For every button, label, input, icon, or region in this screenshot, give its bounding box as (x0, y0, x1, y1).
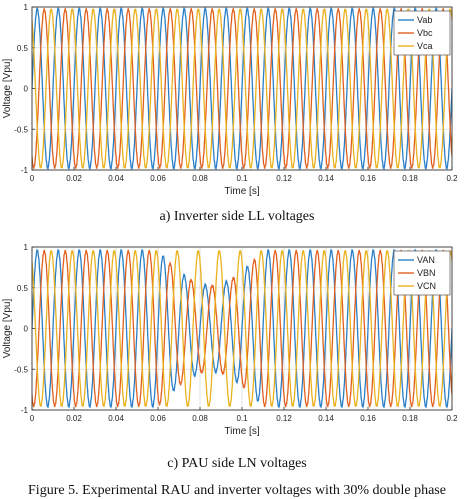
series-line-vab (32, 7, 452, 170)
x-tick-label: 0.2 (446, 414, 458, 423)
x-tick-label: 0.08 (192, 414, 208, 423)
y-tick-label: -0.5 (14, 125, 28, 134)
y-tick-label: -1 (21, 166, 29, 175)
series-line-van (32, 248, 452, 409)
x-tick-label: 0.08 (192, 174, 208, 183)
x-tick-label: 0.18 (402, 174, 418, 183)
y-tick-label: -1 (21, 406, 29, 415)
x-tick-label: 0.06 (150, 414, 166, 423)
x-tick-label: 0.04 (108, 414, 124, 423)
x-tick-label: 0.02 (66, 414, 82, 423)
subfigure-caption-c: c) PAU side LN voltages (167, 456, 307, 471)
x-tick-label: 0.14 (318, 174, 334, 183)
x-axis-label: Time [s] (224, 186, 259, 196)
y-tick-label: -0.5 (14, 365, 28, 374)
series-line-vbc (32, 8, 452, 169)
x-tick-label: 0.14 (318, 414, 334, 423)
x-tick-label: 0.12 (276, 174, 292, 183)
series-line-vcn (32, 250, 452, 407)
figure-caption: Figure 5. Experimental RAU and inverter … (28, 483, 446, 498)
axes-frame (31, 246, 453, 411)
y-tick-label: 1 (24, 243, 29, 252)
legend: Vab Vbc Vca (393, 10, 451, 56)
x-tick-label: 0.02 (66, 174, 82, 183)
y-tick-label: 0.5 (17, 44, 29, 53)
legend-entry: Vbc (417, 28, 433, 38)
legend-entry: VAN (417, 255, 435, 265)
y-tick-label: 0 (24, 85, 29, 94)
legend-entry: VBN (417, 268, 436, 278)
y-axis-label: Voltage [Vpu] (2, 59, 13, 119)
x-tick-label: 0.06 (150, 174, 166, 183)
x-axis-label: Time [s] (224, 426, 259, 436)
y-tick-label: 0 (24, 325, 29, 334)
x-tick-label: 0.1 (236, 414, 248, 423)
legend-entry: Vab (417, 15, 432, 25)
x-tick-label: 0 (30, 174, 35, 183)
x-tick-label: 0 (30, 414, 35, 423)
series-line-vbn (32, 249, 452, 408)
x-tick-label: 0.1 (236, 174, 248, 183)
legend-entry: Vca (417, 41, 433, 51)
chart-inverter-ll-voltages: 0 0.02 0.04 0.06 0.08 0.1 0.12 0.14 0.16 0.18 0.2 -… (0, 0, 474, 196)
x-tick-label: 0.04 (108, 174, 124, 183)
legend-entry: VCN (417, 281, 436, 291)
series-line-vca (32, 8, 452, 169)
x-tick-label: 0.16 (360, 174, 376, 183)
legend: VAN VBN VCN (393, 250, 451, 296)
x-tick-label: 0.16 (360, 414, 376, 423)
chart-svg: 0 0.02 0.04 0.06 0.08 0.1 0.12 0.14 0.16 0.18 0.2 -… (2, 3, 458, 196)
y-axis-label: Voltage [Vpu] (2, 299, 13, 359)
x-tick-label: 0.2 (446, 174, 458, 183)
x-tick-label: 0.18 (402, 414, 418, 423)
axes-frame (31, 6, 453, 171)
chart-svg: 0 0.02 0.04 0.06 0.08 0.1 0.12 0.14 0.16 0.18 0.2 -… (2, 243, 458, 436)
subfigure-caption-a: a) Inverter side LL voltages (159, 209, 315, 224)
y-tick-label: 1 (24, 3, 29, 12)
chart-pau-ln-voltages: 0 0.02 0.04 0.06 0.08 0.1 0.12 0.14 0.16 0.18 0.2 -… (0, 240, 474, 436)
y-tick-label: 0.5 (17, 284, 29, 293)
x-tick-label: 0.12 (276, 414, 292, 423)
